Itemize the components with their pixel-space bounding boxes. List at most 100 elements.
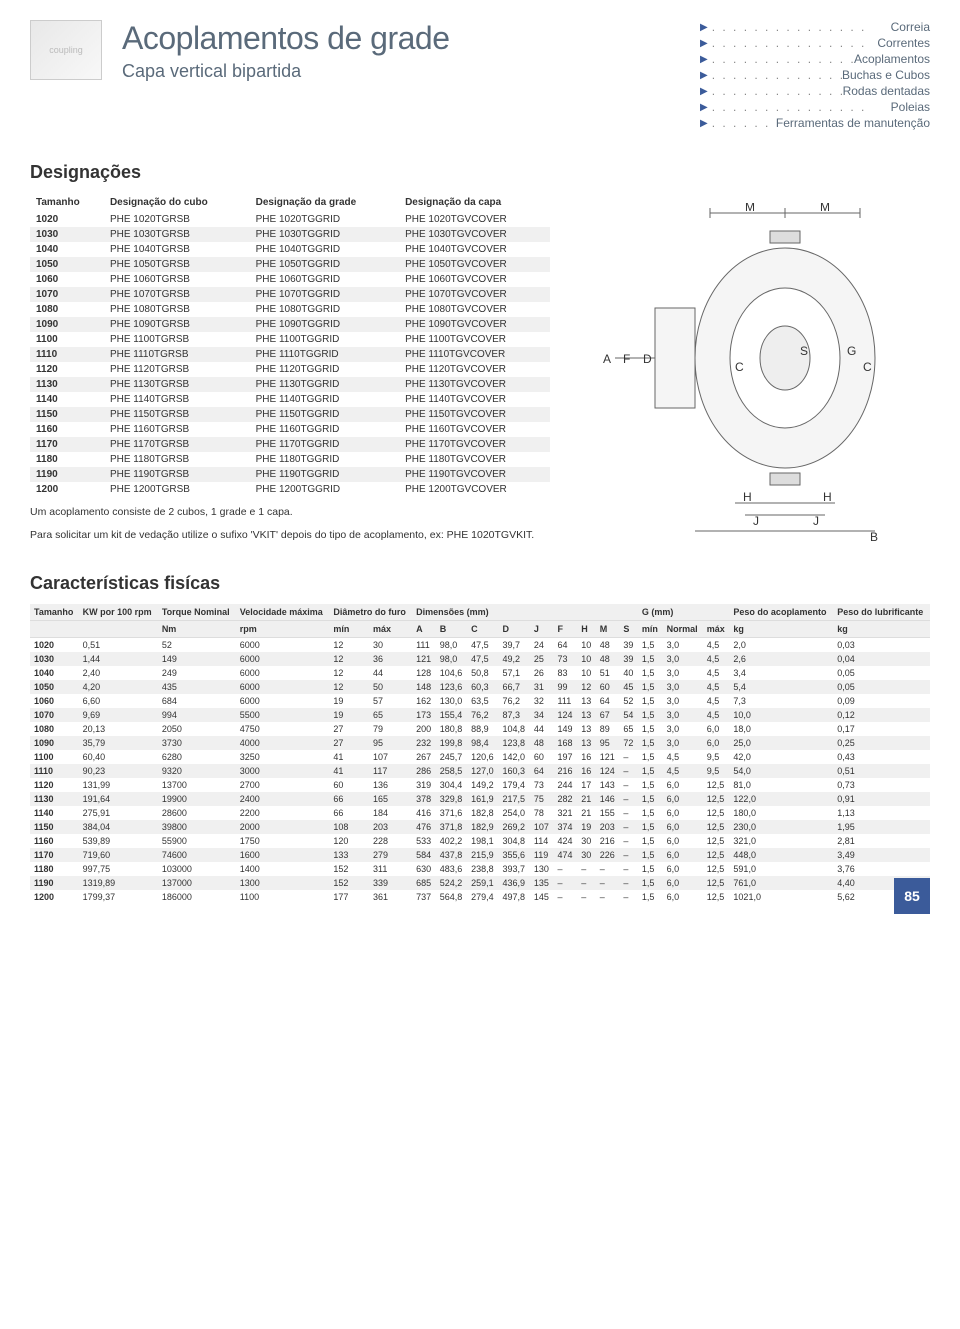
table-row: 1100PHE 1100TGRSBPHE 1100TGGRIDPHE 1100T… xyxy=(30,332,550,347)
dim-label-G: G xyxy=(847,344,856,358)
nav-label: Ferramentas de manutenção xyxy=(776,116,930,130)
char-sub-header: mín xyxy=(329,621,369,638)
nav-label: Poleias xyxy=(891,100,930,114)
table-row: 1020PHE 1020TGRSBPHE 1020TGGRIDPHE 1020T… xyxy=(30,212,550,227)
characteristics-table: TamanhoKW por 100 rpmTorque NominalVeloc… xyxy=(30,604,930,904)
dim-label-M: M xyxy=(745,203,755,214)
table-row: 1200PHE 1200TGRSBPHE 1200TGGRIDPHE 1200T… xyxy=(30,482,550,497)
table-row: 11901319,891370001300152339685524,2259,1… xyxy=(30,876,930,890)
nav-item[interactable]: ▶. . . . . . . . . . . . . . .Buchas e C… xyxy=(700,68,930,82)
table-row: 1140275,9128600220066184416371,6182,8254… xyxy=(30,806,930,820)
table-row: 1110PHE 1110TGRSBPHE 1110TGGRIDPHE 1110T… xyxy=(30,347,550,362)
char-col-header: G (mm) xyxy=(638,604,730,621)
table-row: 109035,79373040002795232199,898,4123,848… xyxy=(30,736,930,750)
char-col-header: Peso do acoplamento xyxy=(729,604,833,621)
table-row: 1170719,60746001600133279584437,8215,935… xyxy=(30,848,930,862)
triangle-icon: ▶ xyxy=(700,102,708,113)
table-row: 1180997,751030001400152311630483,6238,83… xyxy=(30,862,930,876)
dim-label-H2: H xyxy=(823,490,832,504)
table-row: 108020,13205047502779200180,888,9104,844… xyxy=(30,722,930,736)
table-row: 1070PHE 1070TGRSBPHE 1070TGGRIDPHE 1070T… xyxy=(30,287,550,302)
table-row: 1090PHE 1090TGRSBPHE 1090TGGRIDPHE 1090T… xyxy=(30,317,550,332)
table-row: 10301,441496000123612198,047,549,2257310… xyxy=(30,652,930,666)
nav-label: Rodas dentadas xyxy=(843,84,930,98)
char-sub-header: S xyxy=(619,621,638,638)
dim-label-D: D xyxy=(643,352,652,366)
char-sub-header: M xyxy=(596,621,620,638)
nav-label: Correntes xyxy=(877,36,930,50)
page-title: Acoplamentos de grade xyxy=(122,20,680,57)
page-subtitle: Capa vertical bipartida xyxy=(122,61,680,82)
dim-label-A: A xyxy=(603,352,611,366)
table-row: 1050PHE 1050TGRSBPHE 1050TGGRIDPHE 1050T… xyxy=(30,257,550,272)
char-sub-header: F xyxy=(554,621,578,638)
nav-label: Correia xyxy=(891,20,930,34)
dim-label-M2: M xyxy=(820,203,830,214)
table-row: 1040PHE 1040TGRSBPHE 1040TGGRIDPHE 1040T… xyxy=(30,242,550,257)
triangle-icon: ▶ xyxy=(700,118,708,129)
designations-note-2: Para solicitar um kit de vedação utilize… xyxy=(30,528,550,543)
table-row: 1030PHE 1030TGRSBPHE 1030TGGRIDPHE 1030T… xyxy=(30,227,550,242)
table-row: 1120PHE 1120TGRSBPHE 1120TGGRIDPHE 1120T… xyxy=(30,362,550,377)
table-row: 1060PHE 1060TGRSBPHE 1060TGGRIDPHE 1060T… xyxy=(30,272,550,287)
table-row: 111090,239320300041117286258,5127,0160,3… xyxy=(30,764,930,778)
category-nav: ▶. . . . . . . . . . . . . . .Correia ▶. … xyxy=(700,20,930,132)
characteristics-heading: Características fisícas xyxy=(30,573,930,594)
table-row: 1150PHE 1150TGRSBPHE 1150TGGRIDPHE 1150T… xyxy=(30,407,550,422)
char-sub-header: kg xyxy=(729,621,833,638)
triangle-icon: ▶ xyxy=(700,54,708,65)
char-sub-header: D xyxy=(499,621,530,638)
table-row: 1190PHE 1190TGRSBPHE 1190TGGRIDPHE 1190T… xyxy=(30,467,550,482)
table-row: 1130PHE 1130TGRSBPHE 1130TGGRIDPHE 1130T… xyxy=(30,377,550,392)
char-col-header: Velocidade máxima xyxy=(236,604,330,621)
char-sub-header: B xyxy=(436,621,467,638)
nav-item[interactable]: ▶. . . . . . . . . . . . . . .Acoplament… xyxy=(700,52,930,66)
char-col-header: KW por 100 rpm xyxy=(79,604,158,621)
char-sub-header: mín xyxy=(638,621,663,638)
triangle-icon: ▶ xyxy=(700,86,708,97)
table-row: 1170PHE 1170TGRSBPHE 1170TGGRIDPHE 1170T… xyxy=(30,437,550,452)
table-row: 110060,406280325041107267245,7120,6142,0… xyxy=(30,750,930,764)
table-row: 1160539,89559001750120228533402,2198,130… xyxy=(30,834,930,848)
nav-label: Acoplamentos xyxy=(854,52,930,66)
designations-note-1: Um acoplamento consiste de 2 cubos, 1 gr… xyxy=(30,505,550,520)
designations-heading: Designações xyxy=(30,162,930,183)
char-sub-header: kg xyxy=(833,621,930,638)
table-row: 10709,6999455001965173155,476,287,334124… xyxy=(30,708,930,722)
nav-item[interactable]: ▶. . . . . . . . . . . . . . .Correia xyxy=(700,20,930,34)
char-col-header: Diâmetro do furo xyxy=(329,604,412,621)
char-sub-header: A xyxy=(412,621,436,638)
table-row: 1140PHE 1140TGRSBPHE 1140TGGRIDPHE 1140T… xyxy=(30,392,550,407)
char-sub-header: máx xyxy=(703,621,730,638)
nav-item[interactable]: ▶. . . . . . . . . . . . . . .Correntes xyxy=(700,36,930,50)
dim-label-C: C xyxy=(735,360,744,374)
char-sub-header: J xyxy=(530,621,554,638)
dim-label-S: S xyxy=(800,344,808,358)
table-row: 1180PHE 1180TGRSBPHE 1180TGGRIDPHE 1180T… xyxy=(30,452,550,467)
table-row: 1080PHE 1080TGRSBPHE 1080TGGRIDPHE 1080T… xyxy=(30,302,550,317)
product-thumbnail: coupling xyxy=(30,20,102,80)
nav-item[interactable]: ▶. . . . . . . . . . . . . . .Rodas dent… xyxy=(700,84,930,98)
desig-col-header: Tamanho xyxy=(30,193,104,212)
char-col-header: Torque Nominal xyxy=(158,604,236,621)
table-row: 10606,6068460001957162130,063,576,232111… xyxy=(30,694,930,708)
nav-item[interactable]: ▶. . . . . . . . . . . . . . .Ferramenta… xyxy=(700,116,930,130)
char-sub-header: máx xyxy=(369,621,412,638)
desig-col-header: Designação da capa xyxy=(399,193,550,212)
char-sub-header xyxy=(30,621,79,638)
table-row: 1120131,9913700270060136319304,4149,2179… xyxy=(30,778,930,792)
char-col-header: Peso do lubrificante xyxy=(833,604,930,621)
table-row: 10504,2043560001250148123,660,366,731991… xyxy=(30,680,930,694)
desig-col-header: Designação do cubo xyxy=(104,193,250,212)
dim-label-H: H xyxy=(743,490,752,504)
table-row: 1160PHE 1160TGRSBPHE 1160TGGRIDPHE 1160T… xyxy=(30,422,550,437)
nav-item[interactable]: ▶. . . . . . . . . . . . . . .Poleias xyxy=(700,100,930,114)
dim-label-C2: C xyxy=(863,360,872,374)
dim-label-J: J xyxy=(753,514,759,528)
char-sub-header: C xyxy=(467,621,498,638)
page-number: 85 xyxy=(894,878,930,914)
char-sub-header: H xyxy=(577,621,596,638)
coupling-diagram: M M A F D S G C C H H J J B xyxy=(580,193,930,543)
char-sub-header: rpm xyxy=(236,621,330,638)
char-col-header: Dimensões (mm) xyxy=(412,604,638,621)
